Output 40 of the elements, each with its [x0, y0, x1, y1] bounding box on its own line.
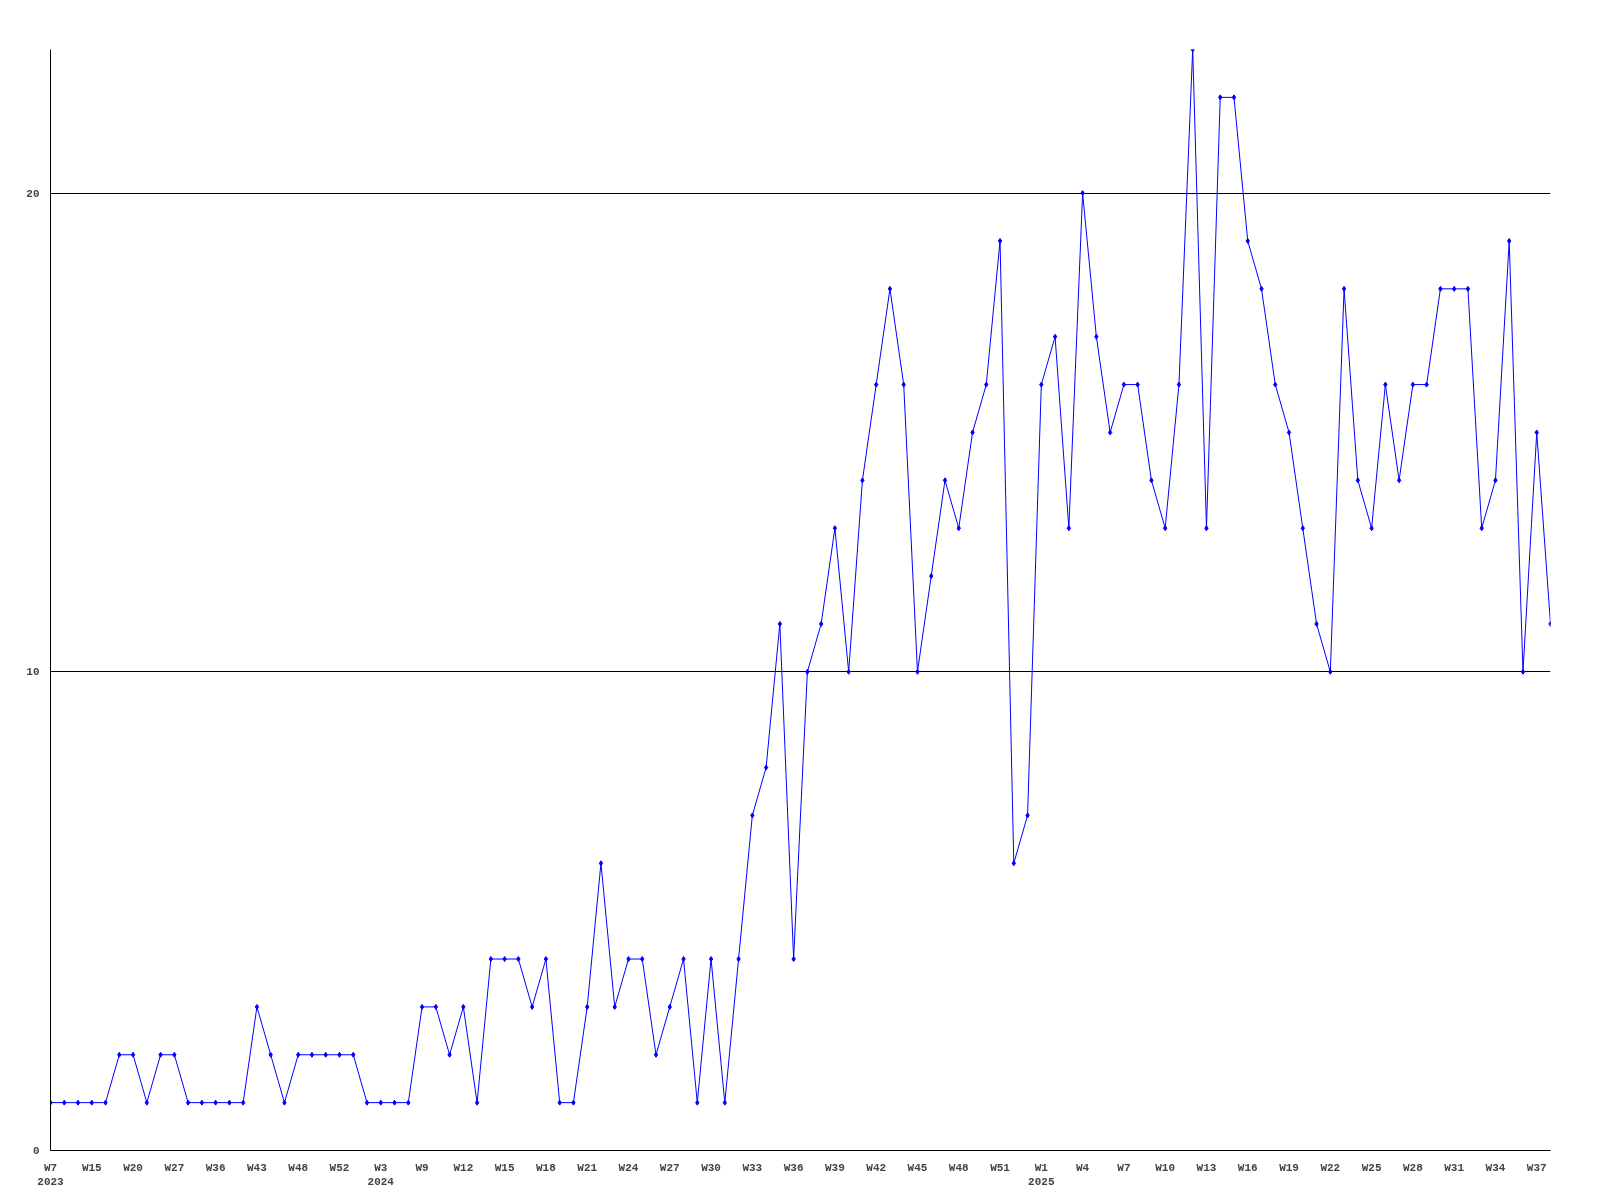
x-tick-label: W16: [1237, 1161, 1258, 1174]
x-tick-label: W15: [81, 1161, 103, 1174]
y-tick-label: 10: [26, 666, 40, 679]
x-tick-label: W42: [866, 1161, 887, 1174]
x-tick-label: W36: [783, 1161, 804, 1174]
x-tick-label: W13: [1196, 1161, 1217, 1174]
x-tick-label: W7: [1117, 1161, 1131, 1174]
x-tick-label: W20: [123, 1161, 143, 1174]
x-tick-label: W28: [1402, 1161, 1424, 1174]
x-tick-label: W10: [1155, 1161, 1176, 1174]
x-tick-label: W45: [907, 1161, 928, 1174]
x-tick-label: W37: [1526, 1161, 1547, 1174]
x-tick-label: W9: [415, 1161, 429, 1174]
x-tick-label: W52: [329, 1161, 350, 1174]
x-tick-label: W51: [990, 1161, 1011, 1174]
x-tick-label: W22: [1320, 1161, 1341, 1174]
x-tick-label: W24: [618, 1161, 639, 1174]
x-tick-label: W27: [164, 1161, 185, 1174]
y-tick-label: 20: [26, 187, 40, 200]
x-tick-label: W25: [1361, 1161, 1382, 1174]
x-tick-label: W15: [494, 1161, 515, 1174]
x-tick-label: W1 2025: [1028, 1161, 1055, 1188]
x-tick-label: W48: [288, 1161, 309, 1174]
x-tick-label: W12: [453, 1161, 474, 1174]
x-tick-label: W21: [577, 1161, 598, 1174]
x-tick-label: W34: [1485, 1161, 1506, 1174]
x-tick-label: W36: [205, 1161, 226, 1174]
x-tick-label: W18: [536, 1161, 557, 1174]
x-tick-label: W7 2023: [37, 1161, 65, 1188]
x-tick-label: W31: [1444, 1161, 1465, 1174]
x-tick-label: W33: [742, 1161, 763, 1174]
x-tick-label: W30: [701, 1161, 721, 1174]
x-tick-label: W19: [1279, 1161, 1299, 1174]
x-tick-label: W3 2024: [367, 1161, 395, 1188]
x-tick-label: W43: [247, 1161, 268, 1174]
x-tick-label: W39: [825, 1161, 845, 1174]
x-tick-label: W48: [948, 1161, 970, 1174]
y-tick-label: 0: [32, 1145, 40, 1157]
x-tick-label: W27: [659, 1161, 680, 1174]
x-tick-label: W4: [1076, 1161, 1090, 1174]
